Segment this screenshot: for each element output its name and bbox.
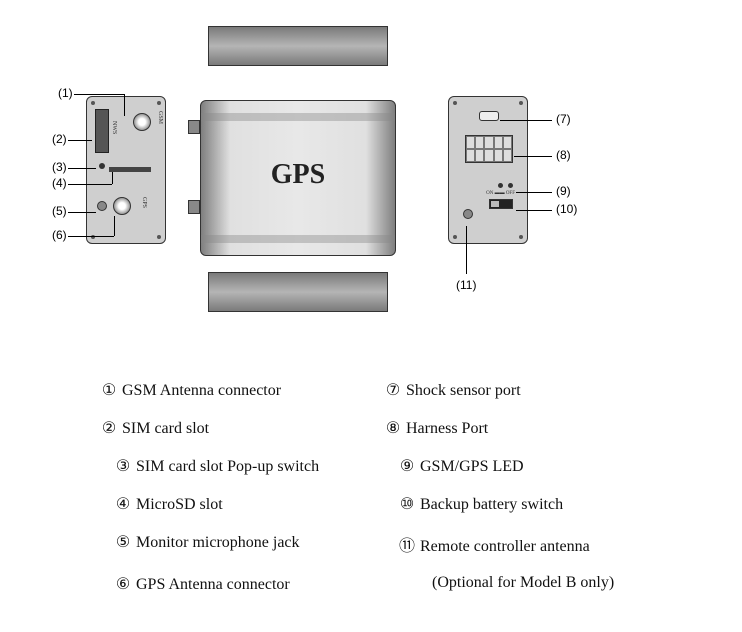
legend: ① GSM Antenna connector ⑦ Shock sensor p…: [100, 380, 700, 612]
legend-num-3: ③: [114, 456, 132, 476]
callout-7: (7): [556, 112, 571, 126]
connector-stub-bottom: [188, 200, 200, 214]
gps-label: GPS: [201, 159, 395, 191]
legend-text-2: SIM card slot: [122, 420, 209, 437]
legend-num-7: ⑦: [384, 380, 402, 400]
device-left-face: GSM NWS GPS: [86, 96, 166, 244]
callout-6: (6): [52, 228, 67, 242]
legend-num-8: ⑧: [384, 418, 402, 438]
callout-10: (10): [556, 202, 577, 216]
legend-num-4: ④: [114, 494, 132, 514]
heatsink-top: [208, 26, 388, 66]
callout-4: (4): [52, 176, 67, 190]
gsm-connector: [133, 113, 151, 131]
microsd-slot: [109, 167, 151, 172]
mic-jack: [97, 201, 107, 211]
legend-text-3: SIM card slot Pop-up switch: [136, 458, 319, 475]
legend-num-9: ⑨: [398, 456, 416, 476]
legend-num-5: ⑤: [114, 532, 132, 552]
legend-num-10: ⑩: [398, 494, 416, 514]
legend-text-10: Backup battery switch: [420, 496, 563, 513]
gsm-text: GSM: [157, 111, 163, 124]
legend-text-1: GSM Antenna connector: [122, 382, 281, 399]
callout-5: (5): [52, 204, 67, 218]
device-right-face: ON ▬▬ OFF: [448, 96, 528, 244]
sim-slot: [95, 109, 109, 153]
harness-port: [465, 135, 513, 163]
gps-connector: [113, 197, 131, 215]
shock-port: [479, 111, 499, 121]
nws-text: NWS: [111, 121, 117, 134]
callout-2: (2): [52, 132, 67, 146]
legend-num-11: ⑪: [398, 532, 416, 556]
legend-text-6: GPS Antenna connector: [136, 576, 290, 593]
legend-text-11b: (Optional for Model B only): [432, 574, 614, 591]
remote-antenna: [463, 209, 473, 219]
legend-text-4: MicroSD slot: [136, 496, 223, 513]
backup-switch: [489, 199, 513, 209]
gsm-gps-led: [508, 183, 513, 188]
legend-num-1: ①: [100, 380, 118, 400]
legend-num-6: ⑥: [114, 574, 132, 594]
callout-8: (8): [556, 148, 571, 162]
switch-text: ON ▬▬ OFF: [486, 191, 515, 196]
gps-face-text: GPS: [141, 197, 147, 208]
device-diagram: GPS GSM NWS GPS: [0, 0, 742, 340]
legend-num-2: ②: [100, 418, 118, 438]
device-body-main: GPS: [200, 100, 396, 256]
legend-text-8: Harness Port: [406, 420, 488, 437]
heatsink-bottom: [208, 272, 388, 312]
callout-11: (11): [456, 278, 476, 292]
callout-9: (9): [556, 184, 571, 198]
gsm-gps-led-2: [498, 183, 503, 188]
legend-text-11: Remote controller antenna: [420, 538, 590, 555]
legend-text-7: Shock sensor port: [406, 382, 521, 399]
callout-1: (1): [58, 86, 73, 100]
popup-switch: [99, 163, 105, 169]
callout-3: (3): [52, 160, 67, 174]
legend-text-9: GSM/GPS LED: [420, 458, 524, 475]
connector-stub-top: [188, 120, 200, 134]
legend-text-5: Monitor microphone jack: [136, 534, 300, 551]
